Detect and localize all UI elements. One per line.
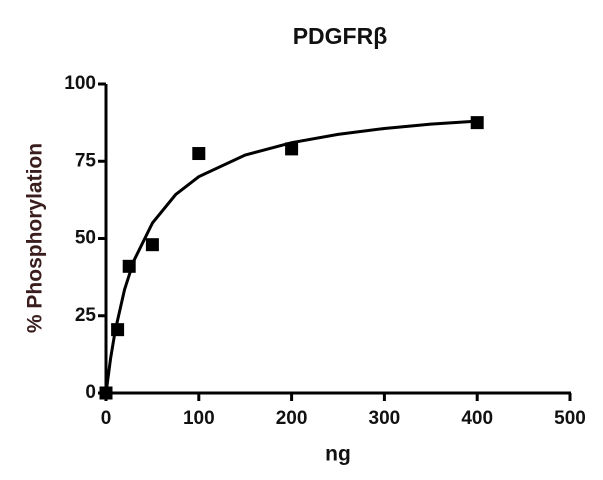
data-point — [145, 238, 159, 252]
x-tick-label: 400 — [461, 408, 493, 429]
x-tick-label: 0 — [101, 408, 112, 429]
x-tick-label: 100 — [183, 408, 215, 429]
y-axis-label: % Phosphorylation — [24, 143, 47, 333]
fit-curve — [104, 119, 478, 394]
y-tick-label: 50 — [75, 228, 96, 249]
x-tick-label: 300 — [369, 408, 401, 429]
y-tick-label: 25 — [75, 305, 97, 326]
x-tick-label: 200 — [276, 408, 308, 429]
data-point — [192, 147, 206, 161]
data-point — [285, 142, 299, 156]
data-point — [470, 116, 484, 130]
chart-title: PDGFRβ — [293, 23, 388, 49]
x-axis-label: ng — [325, 443, 351, 466]
x-tick-label: 500 — [554, 408, 586, 429]
y-tick-label: 75 — [75, 150, 97, 171]
y-tick-label: 0 — [85, 382, 96, 403]
y-tick-label: 100 — [64, 73, 96, 94]
